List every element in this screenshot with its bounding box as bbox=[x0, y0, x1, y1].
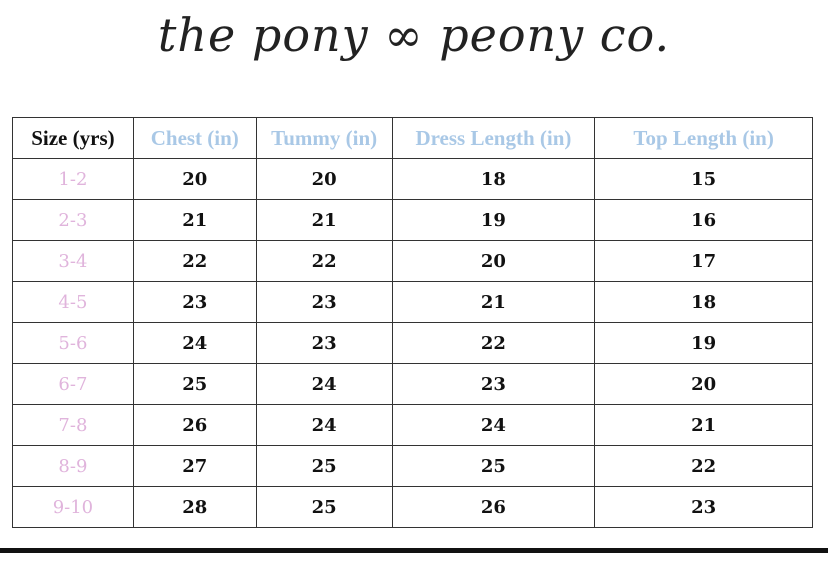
measurement-cell: 19 bbox=[594, 322, 813, 364]
table-row: 2-3 21 21 19 16 bbox=[12, 199, 813, 241]
table-row: 7-8 26 24 24 21 bbox=[12, 404, 813, 446]
table-row: 9-10 28 25 26 23 bbox=[12, 486, 813, 528]
table-row: 5-6 24 23 22 19 bbox=[12, 322, 813, 364]
size-cell: 8-9 bbox=[12, 445, 134, 487]
size-cell: 6-7 bbox=[12, 363, 134, 405]
measurement-cell: 26 bbox=[132, 404, 257, 446]
measurement-cell: 24 bbox=[255, 363, 393, 405]
measurement-cell: 20 bbox=[255, 158, 393, 200]
divider bbox=[0, 548, 828, 553]
measurement-cell: 22 bbox=[255, 240, 393, 282]
size-cell: 9-10 bbox=[12, 486, 134, 528]
column-header: Tummy (in) bbox=[255, 117, 393, 159]
column-header: Dress Length (in) bbox=[391, 117, 596, 159]
measurement-cell: 19 bbox=[391, 199, 596, 241]
measurement-cell: 24 bbox=[255, 404, 393, 446]
table-row: 3-4 22 22 20 17 bbox=[12, 240, 813, 282]
size-cell: 2-3 bbox=[12, 199, 134, 241]
measurement-cell: 21 bbox=[255, 199, 393, 241]
measurement-cell: 20 bbox=[391, 240, 596, 282]
size-cell: 5-6 bbox=[12, 322, 134, 364]
measurement-cell: 26 bbox=[391, 486, 596, 528]
measurement-cell: 28 bbox=[132, 486, 257, 528]
measurement-cell: 27 bbox=[132, 445, 257, 487]
column-header: Chest (in) bbox=[132, 117, 257, 159]
table-row: 8-9 27 25 25 22 bbox=[12, 445, 813, 487]
table-header-row: Size (yrs) Chest (in) Tummy (in) Dress Leng… bbox=[12, 117, 813, 159]
measurement-cell: 18 bbox=[594, 281, 813, 323]
measurement-cell: 24 bbox=[391, 404, 596, 446]
measurement-cell: 21 bbox=[594, 404, 813, 446]
measurement-cell: 21 bbox=[132, 199, 257, 241]
measurement-cell: 16 bbox=[594, 199, 813, 241]
size-cell: 3-4 bbox=[12, 240, 134, 282]
size-cell: 4-5 bbox=[12, 281, 134, 323]
table-row: 4-5 23 23 21 18 bbox=[12, 281, 813, 323]
table-row: 1-2 20 20 18 15 bbox=[12, 158, 813, 200]
table-row: 6-7 25 24 23 20 bbox=[12, 363, 813, 405]
measurement-cell: 22 bbox=[594, 445, 813, 487]
size-cell: 7-8 bbox=[12, 404, 134, 446]
size-cell: 1-2 bbox=[12, 158, 134, 200]
measurement-cell: 22 bbox=[132, 240, 257, 282]
measurement-cell: 25 bbox=[132, 363, 257, 405]
measurement-cell: 23 bbox=[594, 486, 813, 528]
measurement-cell: 23 bbox=[255, 281, 393, 323]
measurement-cell: 15 bbox=[594, 158, 813, 200]
measurement-cell: 25 bbox=[391, 445, 596, 487]
measurement-cell: 20 bbox=[132, 158, 257, 200]
measurement-cell: 17 bbox=[594, 240, 813, 282]
brand-logo: the pony ∞ peony co. bbox=[157, 8, 671, 62]
measurement-cell: 18 bbox=[391, 158, 596, 200]
measurement-cell: 23 bbox=[255, 322, 393, 364]
measurement-cell: 21 bbox=[391, 281, 596, 323]
size-chart-table: Size (yrs) Chest (in) Tummy (in) Dress Leng… bbox=[12, 117, 813, 528]
measurement-cell: 24 bbox=[132, 322, 257, 364]
measurement-cell: 23 bbox=[132, 281, 257, 323]
measurement-cell: 20 bbox=[594, 363, 813, 405]
column-header: Top Length (in) bbox=[594, 117, 813, 159]
measurement-cell: 25 bbox=[255, 486, 393, 528]
measurement-cell: 25 bbox=[255, 445, 393, 487]
measurement-cell: 22 bbox=[391, 322, 596, 364]
column-header: Size (yrs) bbox=[12, 117, 134, 159]
measurement-cell: 23 bbox=[391, 363, 596, 405]
